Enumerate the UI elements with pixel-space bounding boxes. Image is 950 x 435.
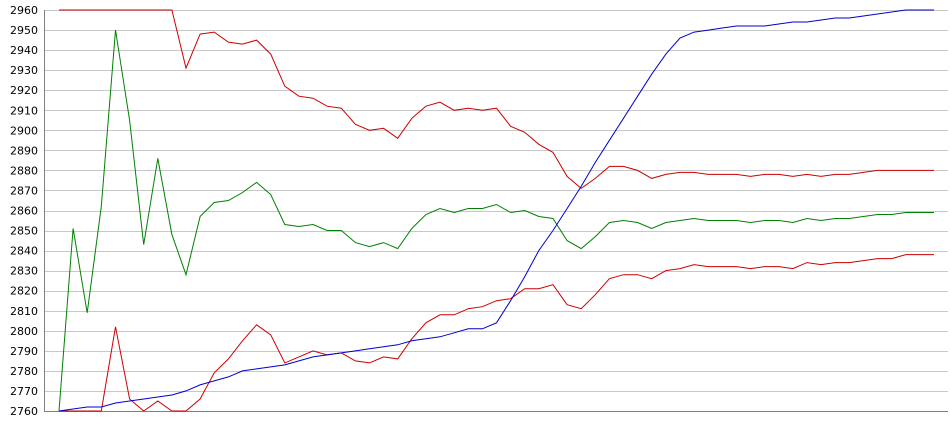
series-lines (58, 9, 934, 412)
y-tick-label: 2860 (10, 205, 38, 218)
grid (44, 10, 948, 412)
y-tick-label: 2850 (10, 225, 38, 238)
y-tick-label: 2910 (10, 104, 38, 117)
axes (44, 10, 948, 412)
series-line-3 (58, 30, 934, 412)
y-tick-label: 2950 (10, 24, 38, 37)
y-tick-label: 2820 (10, 285, 38, 298)
series-line-4 (58, 9, 934, 412)
y-tick-label: 2760 (10, 405, 38, 418)
y-tick-label: 2930 (10, 64, 38, 77)
y-tick-label: 2940 (10, 44, 38, 57)
series-line-1 (59, 9, 934, 190)
y-tick-label: 2880 (10, 164, 38, 177)
y-tick-label: 2810 (10, 305, 38, 318)
y-tick-label: 2920 (10, 84, 38, 97)
y-axis-tick-labels: 2760 2770 2780 2790 2800 2810 2820 2830 2840 2850… (10, 4, 38, 418)
y-tick-label: 2800 (10, 325, 38, 338)
y-tick-label: 2770 (10, 385, 38, 398)
y-tick-label: 2780 (10, 365, 38, 378)
y-tick-label: 2890 (10, 144, 38, 157)
y-tick-label: 2960 (10, 4, 38, 17)
y-tick-label: 2870 (10, 184, 38, 197)
y-tick-label: 2840 (10, 245, 38, 258)
series-line-2 (59, 254, 934, 412)
y-tick-label: 2830 (10, 265, 38, 278)
y-tick-label: 2790 (10, 345, 38, 358)
y-tick-label: 2900 (10, 124, 38, 137)
